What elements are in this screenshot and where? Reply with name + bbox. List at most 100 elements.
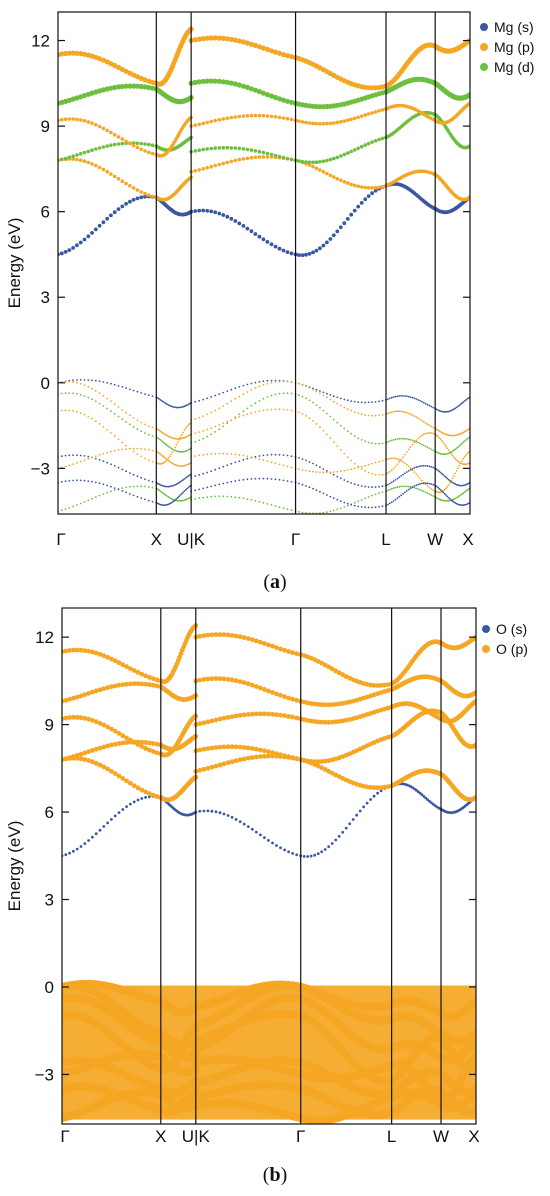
band-point <box>342 119 347 123</box>
band-point <box>266 749 271 755</box>
band-point <box>217 118 222 122</box>
band-point <box>101 686 107 692</box>
band-point <box>150 749 156 754</box>
band-point <box>225 744 231 750</box>
band-point <box>272 49 279 55</box>
band-point <box>131 668 137 673</box>
band-point <box>430 425 433 428</box>
band-point <box>166 459 168 461</box>
band-point <box>188 448 191 451</box>
band-point <box>113 814 117 818</box>
band-point <box>201 746 207 752</box>
band-point <box>266 408 269 411</box>
band-point <box>322 719 328 725</box>
band-point <box>242 497 245 500</box>
band-point <box>129 472 131 474</box>
band-point <box>421 482 423 485</box>
band-point <box>266 503 269 505</box>
band-point <box>388 470 391 473</box>
band-point <box>396 486 399 489</box>
band-point <box>314 166 319 171</box>
band-point <box>86 716 91 722</box>
band-point <box>348 822 352 826</box>
band-point <box>421 489 423 492</box>
band-point <box>234 397 237 400</box>
band-point <box>378 442 380 445</box>
band-point <box>60 509 63 512</box>
band-point <box>176 406 179 409</box>
band-point <box>346 504 349 507</box>
band-point <box>136 447 139 450</box>
band-point <box>407 395 410 398</box>
band-point <box>471 1064 476 1073</box>
kpoint-label: Γ <box>56 530 65 549</box>
band-point <box>263 836 266 839</box>
band-point <box>419 436 421 438</box>
band-point <box>217 762 223 768</box>
band-point <box>202 398 205 401</box>
band-point <box>245 114 250 118</box>
band-point <box>266 396 269 398</box>
band-point <box>147 674 152 680</box>
band-point <box>163 433 166 435</box>
band-point <box>105 766 110 772</box>
band-point <box>320 850 324 854</box>
band-point <box>339 397 342 400</box>
band-point <box>222 391 225 394</box>
band-cb4-points <box>58 76 470 110</box>
band-point <box>163 401 166 404</box>
band-point <box>176 441 179 444</box>
band-point <box>116 142 121 146</box>
band-point <box>261 150 266 155</box>
band-point <box>150 194 155 199</box>
band-point <box>388 482 391 485</box>
band-point <box>183 478 186 480</box>
band-point <box>405 471 408 473</box>
band-point <box>453 456 455 459</box>
band-point <box>221 744 227 750</box>
band-point <box>87 480 90 482</box>
band-point <box>184 477 187 479</box>
band-point <box>158 452 160 454</box>
band-point <box>442 410 445 413</box>
band-point <box>170 453 173 456</box>
band-point <box>404 485 406 488</box>
panel-a-plot-frame <box>57 11 471 515</box>
band-point <box>101 722 107 728</box>
band-point <box>98 494 101 497</box>
band-point <box>112 658 118 664</box>
band-point <box>311 160 315 165</box>
band-point <box>356 146 361 151</box>
band-point <box>140 421 143 424</box>
y-tick-label: −3 <box>35 1065 54 1084</box>
band-point <box>430 432 433 434</box>
band-point <box>206 453 209 456</box>
band-point <box>250 827 254 831</box>
band-point <box>467 92 470 98</box>
band-point <box>206 428 209 431</box>
band-point <box>258 458 261 460</box>
band-point <box>209 632 215 638</box>
band-point <box>312 701 318 707</box>
band-point <box>82 119 87 123</box>
band-point <box>402 456 404 458</box>
band-point <box>188 434 191 436</box>
band-point <box>206 435 209 438</box>
band-point <box>97 651 103 657</box>
band-point <box>353 467 356 470</box>
band-point <box>270 478 273 480</box>
band-point <box>120 682 126 687</box>
band-point <box>445 487 447 490</box>
band-point <box>290 392 293 395</box>
band-point <box>272 94 279 101</box>
band-point <box>339 154 343 158</box>
band-point <box>336 498 339 501</box>
band-point <box>166 485 168 488</box>
band-point <box>467 437 470 439</box>
band-point <box>121 441 124 444</box>
band-point <box>136 428 139 431</box>
band-point <box>221 761 227 767</box>
band-point <box>278 463 281 466</box>
band-point <box>367 414 370 417</box>
band-point <box>83 842 87 845</box>
